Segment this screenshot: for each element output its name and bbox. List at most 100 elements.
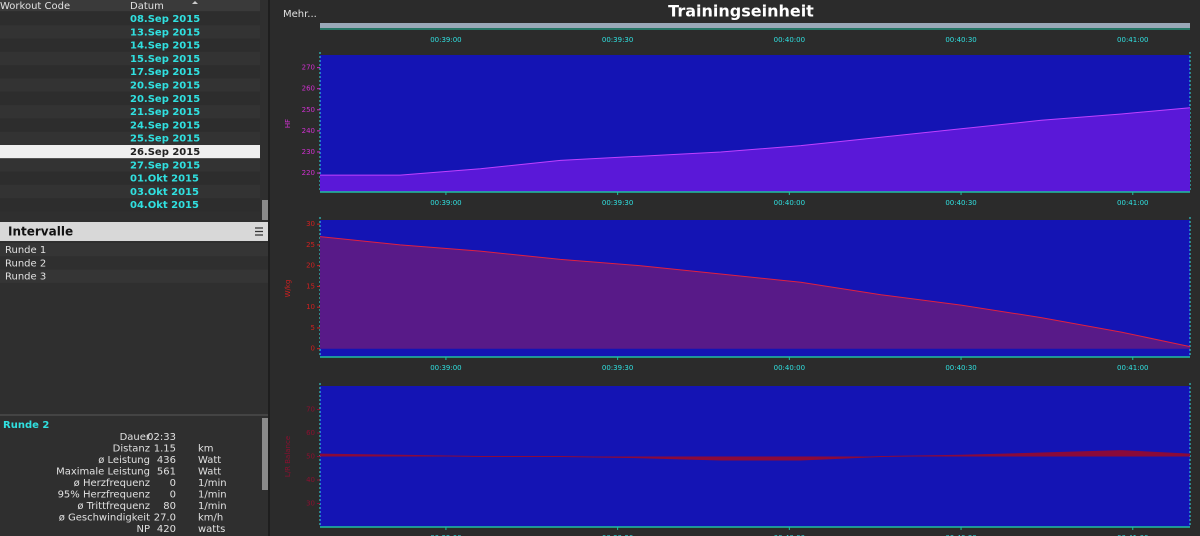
stat-unit: 1/min <box>198 490 227 501</box>
list-row[interactable] <box>0 38 260 52</box>
date: 14.Sep 2015 <box>130 41 200 52</box>
stat-value: 0 <box>170 478 176 489</box>
stat-value: 27.0 <box>154 513 176 524</box>
x-tick-label: 00:39:30 <box>602 36 633 44</box>
y-tick-label: 70 <box>306 406 315 414</box>
column-header[interactable]: Workout Code <box>0 1 70 12</box>
stat-value: 0 <box>170 490 176 501</box>
date: 27.Sep 2015 <box>130 160 200 171</box>
stat-value: 420 <box>157 524 176 535</box>
x-tick-label: 00:40:00 <box>774 364 805 372</box>
list-header <box>0 0 260 11</box>
stat-label: ø Herzfrequenz <box>74 478 150 489</box>
list-row[interactable] <box>0 105 260 119</box>
list-row[interactable] <box>0 131 260 145</box>
y-tick-label: 40 <box>306 476 315 484</box>
y-tick-label: 30 <box>306 220 315 228</box>
scrollbar[interactable] <box>262 200 268 220</box>
date: 08.Sep 2015 <box>130 14 200 25</box>
y-axis-label: HF <box>284 119 292 128</box>
y-tick-label: 30 <box>306 500 315 508</box>
list-row[interactable] <box>0 198 260 212</box>
divider <box>0 414 268 416</box>
interval-row[interactable] <box>0 269 268 283</box>
list-row[interactable] <box>0 78 260 92</box>
x-tick-label: 00:41:00 <box>1117 36 1148 44</box>
stat-unit: 1/min <box>198 478 227 489</box>
stat-label: ø Trittfrequenz <box>77 501 150 512</box>
date: 01.Okt 2015 <box>130 174 199 185</box>
y-tick-label: 20 <box>306 262 315 270</box>
stat-unit: Watt <box>198 467 221 478</box>
column-header[interactable]: Datum <box>130 1 164 12</box>
x-tick-label: 00:39:00 <box>430 534 461 536</box>
list-row[interactable] <box>0 158 260 172</box>
x-tick-label: 00:40:30 <box>945 199 976 207</box>
x-tick-label: 00:40:30 <box>945 364 976 372</box>
y-tick-label: 10 <box>306 303 315 311</box>
y-tick-label: 60 <box>306 429 315 437</box>
list-row[interactable] <box>0 91 260 106</box>
date: 26.Sep 2015 <box>130 147 200 158</box>
list-row[interactable] <box>0 171 260 185</box>
menu-icon[interactable] <box>255 227 263 236</box>
scrollbar[interactable] <box>262 418 268 490</box>
x-tick-label: 00:39:00 <box>430 36 461 44</box>
summary-title: Runde 2 <box>3 420 49 431</box>
list-row[interactable] <box>0 184 260 199</box>
y-tick-label: 250 <box>302 106 315 114</box>
list-row[interactable] <box>0 25 260 39</box>
x-tick-label: 00:39:30 <box>602 534 633 536</box>
stat-label: ø Geschwindigkeit <box>59 513 150 524</box>
stat-label: 95% Herzfrequenz <box>58 490 150 501</box>
stat-label: NP <box>136 524 150 535</box>
date: 21.Sep 2015 <box>130 107 200 118</box>
list-row[interactable] <box>0 12 260 26</box>
interval-title: Intervalle <box>8 225 73 239</box>
stat-label: Dauer <box>120 432 151 443</box>
y-tick-label: 220 <box>302 169 315 177</box>
area-line <box>320 107 1191 176</box>
y-tick-label: 260 <box>302 85 315 93</box>
date: 24.Sep 2015 <box>130 120 200 131</box>
x-tick-label: 00:39:00 <box>430 364 461 372</box>
x-tick-label: 00:41:00 <box>1117 364 1148 372</box>
x-tick-label: 00:39:00 <box>430 199 461 207</box>
stat-unit: km <box>198 444 214 455</box>
list-row[interactable] <box>0 118 260 132</box>
y-tick-label: 230 <box>302 148 315 156</box>
interval: Runde 1 <box>5 245 46 256</box>
list-row[interactable] <box>0 51 260 66</box>
date: 15.Sep 2015 <box>130 54 200 65</box>
stat-value: 1.15 <box>154 444 176 455</box>
x-tick-label: 00:41:00 <box>1117 534 1148 536</box>
sort-icon <box>192 1 198 4</box>
date: 13.Sep 2015 <box>130 27 200 38</box>
y-axis-label: W/kg <box>284 280 292 298</box>
list-row[interactable] <box>0 65 260 79</box>
area <box>320 107 1190 192</box>
y-tick-label: 15 <box>306 282 315 290</box>
stat-value: 436 <box>157 455 176 466</box>
date: 03.Okt 2015 <box>130 187 199 198</box>
y-tick-label: 270 <box>302 64 315 72</box>
stat-unit: km/h <box>198 513 223 524</box>
interval-row[interactable] <box>0 243 268 257</box>
stat-value: 02:33 <box>147 432 176 443</box>
x-tick-label: 00:39:30 <box>602 364 633 372</box>
interval-row[interactable] <box>0 256 268 270</box>
stat-label: Maximale Leistung <box>56 467 150 478</box>
interval: Runde 2 <box>5 258 46 269</box>
stat-label: Distanz <box>113 444 150 455</box>
area-line <box>319 236 1191 348</box>
y-tick-label: 5 <box>311 324 315 332</box>
overview-strip[interactable] <box>320 23 1190 28</box>
x-tick-label: 00:41:00 <box>1117 199 1148 207</box>
more-button[interactable]: Mehr... <box>283 9 317 20</box>
date: 20.Sep 2015 <box>130 94 200 105</box>
splitter <box>268 0 270 536</box>
x-tick-label: 00:40:00 <box>774 199 805 207</box>
x-tick-label: 00:40:00 <box>774 36 805 44</box>
list-row[interactable] <box>0 145 260 159</box>
